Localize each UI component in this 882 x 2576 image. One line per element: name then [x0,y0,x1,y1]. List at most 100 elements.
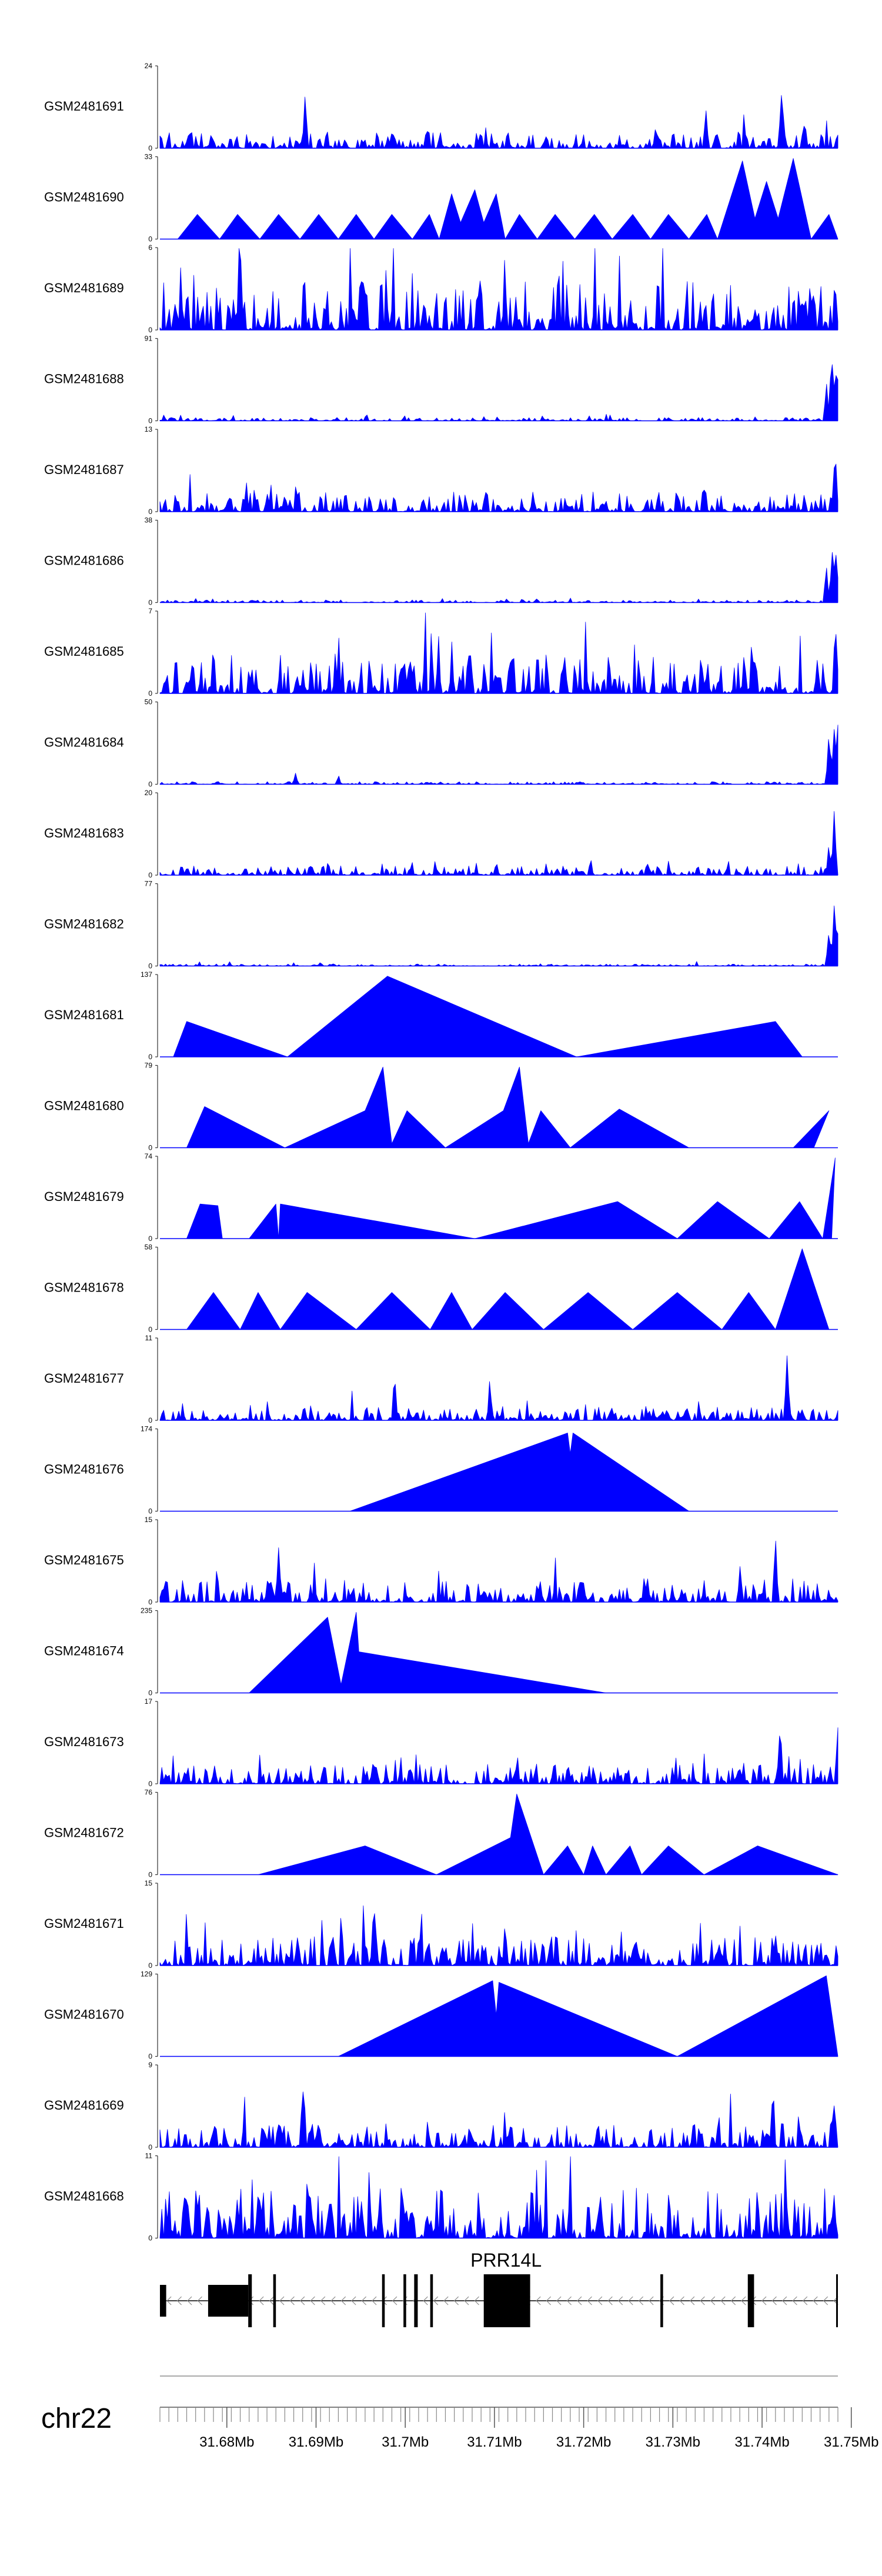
y-zero-label: 0 [148,1053,152,1061]
track-GSM2481672: GSM2481672 76 0 [44,1788,838,1879]
track-label: GSM2481680 [44,1099,124,1113]
y-zero-label: 0 [148,1961,152,1970]
track-label: GSM2481678 [44,1280,124,1295]
gene-label: PRR14L [470,2250,542,2271]
track-label: GSM2481683 [44,826,124,840]
track-GSM2481691: GSM2481691 24 0 [44,62,838,152]
strand-arrow [720,2296,726,2305]
track-label: GSM2481682 [44,917,124,932]
track-GSM2481689: GSM2481689 6 0 [44,243,838,334]
strand-arrow [813,2296,818,2305]
track-label: GSM2481668 [44,2189,124,2204]
y-max-label: 174 [141,1425,152,1433]
strand-arrow [607,2296,613,2305]
strand-arrow [741,2296,746,2305]
track-label: GSM2481685 [44,644,124,659]
track-GSM2481690: GSM2481690 33 0 [44,153,838,243]
track-GSM2481668: GSM2481668 11 0 [44,2152,838,2243]
track-label: GSM2481676 [44,1462,124,1477]
strand-arrow [802,2296,808,2305]
coverage-area [159,248,838,331]
coverage-area [258,1793,838,1875]
track-label: GSM2481671 [44,1916,124,1931]
coverage-area [159,811,838,876]
y-zero-label: 0 [148,1598,152,1606]
coverage-area [173,976,803,1057]
y-zero-label: 0 [148,417,152,425]
coverage-area [159,552,838,603]
coverage-area [159,364,838,421]
strand-arrow [433,2296,439,2305]
coverage-area [159,95,838,149]
strand-arrow [443,2296,449,2305]
track-GSM2481687: GSM2481687 13 0 [44,425,838,516]
y-max-label: 76 [145,1788,153,1797]
strand-arrow [474,2296,479,2305]
strand-arrow [361,2296,367,2305]
coverage-area [177,158,838,239]
y-max-label: 91 [145,335,153,343]
track-label: GSM2481691 [44,99,124,114]
y-max-label: 6 [148,243,152,252]
y-max-label: 13 [145,425,153,433]
y-zero-label: 0 [148,1144,152,1152]
coverage-area [249,1611,606,1693]
y-zero-label: 0 [148,871,152,879]
strand-arrow [166,2296,172,2305]
y-max-label: 38 [145,516,153,525]
track-GSM2481686: GSM2481686 38 0 [44,516,838,607]
y-zero-label: 0 [148,1416,152,1424]
y-max-label: 58 [145,1243,153,1252]
strand-arrow [546,2296,552,2305]
strand-arrow [269,2296,275,2305]
coverage-area [159,725,838,785]
x-tick-label: 31.7Mb [382,2434,429,2450]
x-tick-label: 31.73Mb [646,2434,700,2450]
coverage-area [159,2091,838,2148]
strand-arrow [372,2296,377,2305]
y-zero-label: 0 [148,962,152,970]
strand-arrow [330,2296,336,2305]
y-zero-label: 0 [148,1234,152,1243]
strand-arrow [300,2296,305,2305]
coverage-area [186,1066,830,1148]
gene-exon [248,2274,252,2327]
x-tick-label: 31.69Mb [289,2434,343,2450]
strand-arrow [392,2296,397,2305]
track-label: GSM2481690 [44,190,124,205]
strand-arrow [340,2296,346,2305]
y-zero-label: 0 [148,1326,152,1334]
y-zero-label: 0 [148,235,152,243]
y-max-label: 11 [145,1334,153,1342]
y-max-label: 24 [145,62,153,70]
track-label: GSM2481689 [44,281,124,295]
coverage-area [159,612,838,694]
strand-arrow [628,2296,633,2305]
y-max-label: 15 [145,1516,153,1524]
chromosome-label: chr22 [41,2403,112,2434]
strand-arrow [669,2296,674,2305]
strand-arrow [566,2296,572,2305]
coverage-area [159,1540,838,1603]
x-tick-label: 31.71Mb [467,2434,522,2450]
track-GSM2481684: GSM2481684 50 0 [44,698,838,789]
track-label: GSM2481672 [44,1826,124,1840]
coverage-area [159,1905,838,1966]
track-GSM2481678: GSM2481678 58 0 [44,1243,838,1334]
strand-arrow [577,2296,582,2305]
track-label: GSM2481677 [44,1371,124,1386]
y-zero-label: 0 [148,2053,152,2061]
strand-arrow [464,2296,469,2305]
gene-exon [160,2285,166,2317]
strand-arrow [617,2296,623,2305]
track-GSM2481677: GSM2481677 11 0 [44,1334,838,1424]
y-zero-label: 0 [148,1507,152,1516]
y-max-label: 20 [145,789,153,797]
strand-arrow [638,2296,644,2305]
track-label: GSM2481674 [44,1644,124,1659]
strand-arrow [690,2296,695,2305]
strand-arrow [782,2296,787,2305]
strand-arrow [423,2296,428,2305]
track-label: GSM2481684 [44,735,124,750]
